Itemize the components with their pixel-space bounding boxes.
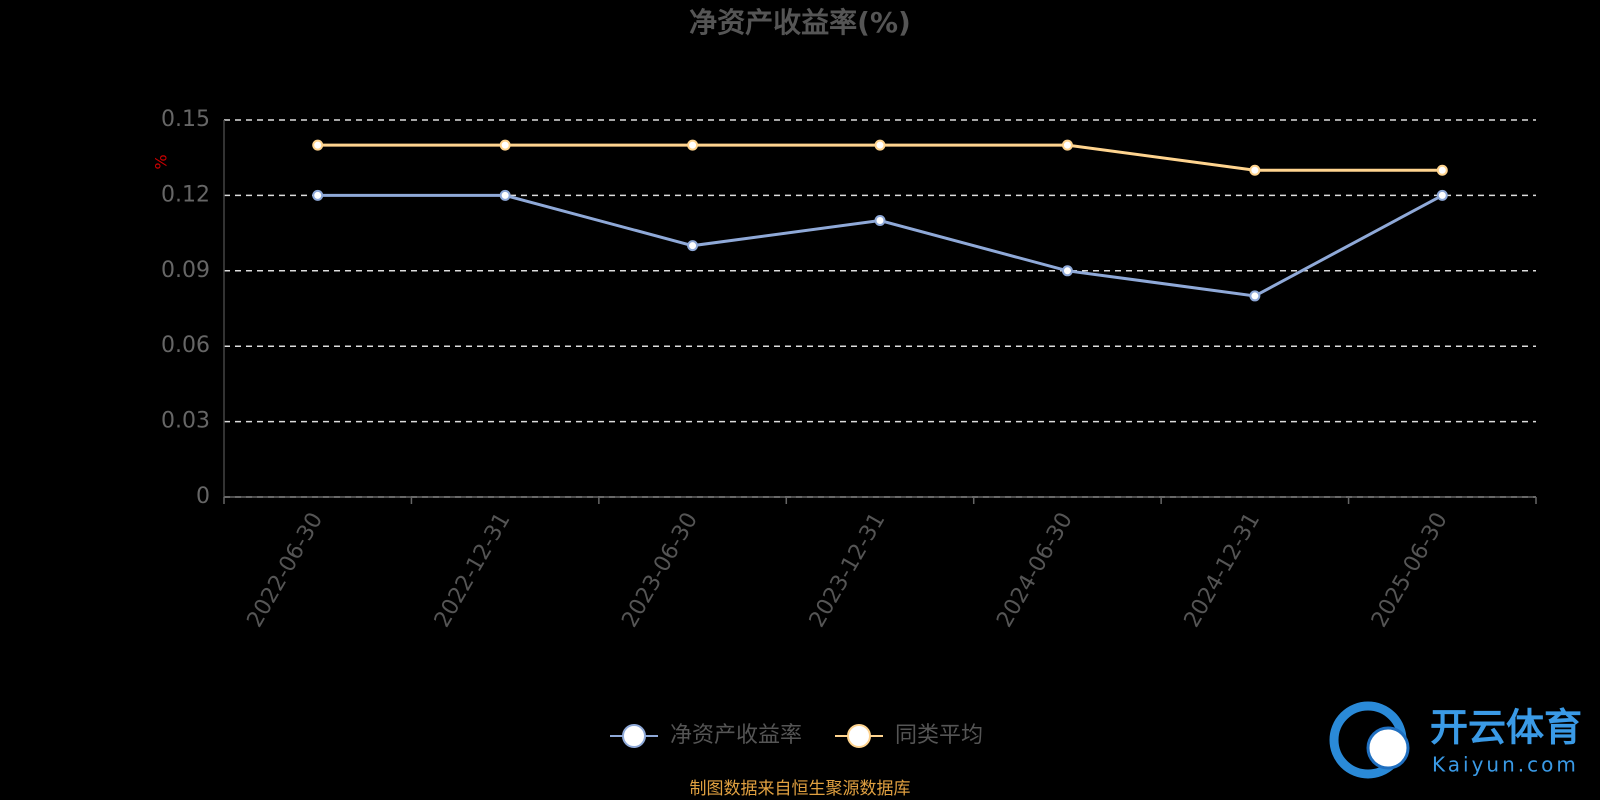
- data-point: [1061, 265, 1073, 277]
- watermark-site: Kaiyun.com: [1432, 753, 1579, 777]
- data-point: [312, 189, 324, 201]
- legend-marker: [622, 724, 646, 748]
- y-tick-label: 0.15: [161, 107, 210, 132]
- data-point: [499, 139, 511, 151]
- source-note: 制图数据来自恒生聚源数据库: [690, 779, 911, 799]
- y-axis-label: %: [152, 154, 171, 169]
- legend-label: 净资产收益率: [670, 723, 802, 748]
- chart-title: 净资产收益率(%): [689, 6, 911, 39]
- y-tick-label: 0: [196, 484, 210, 509]
- data-point: [687, 139, 699, 151]
- data-point: [1436, 189, 1448, 201]
- watermark-text: 开云体育: [1430, 706, 1582, 750]
- data-point: [874, 139, 886, 151]
- y-tick-label: 0.12: [161, 182, 210, 207]
- data-point: [1436, 164, 1448, 176]
- y-tick-label: 0.03: [161, 409, 210, 434]
- data-point: [874, 215, 886, 227]
- y-tick-label: 0.06: [161, 333, 210, 358]
- data-point: [1249, 164, 1261, 176]
- legend-marker: [847, 724, 871, 748]
- data-point: [312, 139, 324, 151]
- data-point: [1249, 290, 1261, 302]
- y-tick-label: 0.09: [161, 258, 210, 283]
- data-point: [1061, 139, 1073, 151]
- watermark: 开云体育 Kaiyun.com: [1329, 701, 1582, 779]
- legend-label: 同类平均: [895, 723, 983, 748]
- data-point: [499, 189, 511, 201]
- watermark-ball: [1366, 726, 1410, 770]
- data-point: [687, 240, 699, 252]
